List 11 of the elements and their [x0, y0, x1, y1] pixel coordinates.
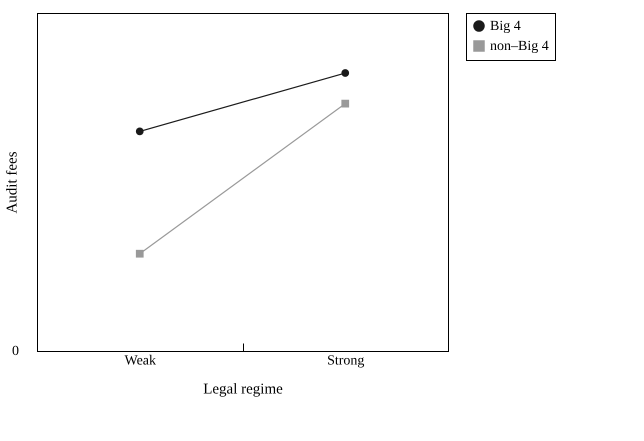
point — [136, 250, 144, 258]
y-axis-title: Audit fees — [4, 151, 20, 214]
x-axis-title: Legal regime — [203, 382, 284, 398]
point — [136, 128, 144, 136]
point — [341, 69, 350, 77]
legend-label: Big 4 — [490, 19, 521, 34]
legend-label: non–Big 4 — [490, 39, 549, 54]
point — [341, 100, 350, 108]
x-tick-label: Weak — [124, 354, 156, 368]
text: 0 — [12, 344, 19, 359]
x-tick-label: Strong — [327, 354, 364, 368]
